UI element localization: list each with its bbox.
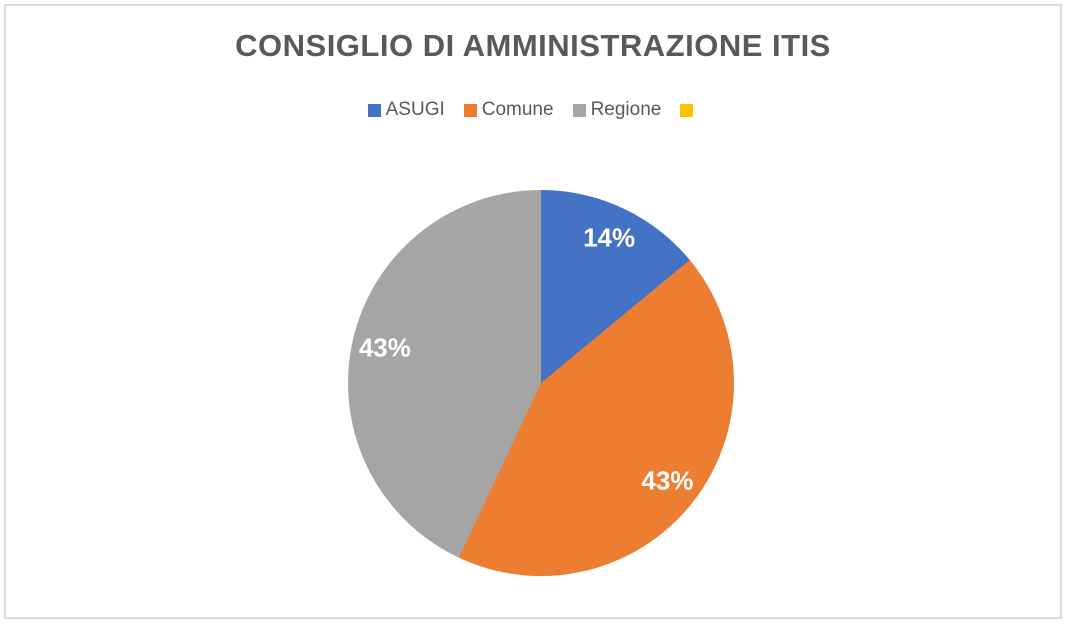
data-label-comune: 43% (641, 465, 694, 496)
legend-item-empty[interactable] (680, 103, 698, 117)
legend-swatch-empty (680, 103, 694, 117)
legend-label-regione: Regione (590, 99, 662, 120)
legend-item-regione[interactable]: Regione (572, 98, 662, 122)
data-label-regione: 43% (358, 332, 411, 363)
legend-item-comune[interactable]: Comune (463, 98, 554, 122)
legend-swatch-comune (463, 103, 477, 117)
legend: ASUGI Comune Regione (6, 98, 1060, 122)
chart-title: CONSIGLIO DI AMMINISTRAZIONE ITIS (235, 28, 831, 63)
pie-chart-area: 14% 43% 43% (348, 190, 734, 576)
legend-swatch-asugi (367, 103, 381, 117)
chart-frame: CONSIGLIO DI AMMINISTRAZIONE ITIS ASUGI … (4, 4, 1062, 619)
pie-chart[interactable] (348, 190, 734, 576)
legend-item-asugi[interactable]: ASUGI (367, 98, 445, 122)
legend-label-asugi: ASUGI (385, 99, 445, 120)
data-label-asugi: 14% (583, 222, 636, 253)
legend-label-comune: Comune (481, 99, 554, 120)
legend-swatch-regione (572, 103, 586, 117)
